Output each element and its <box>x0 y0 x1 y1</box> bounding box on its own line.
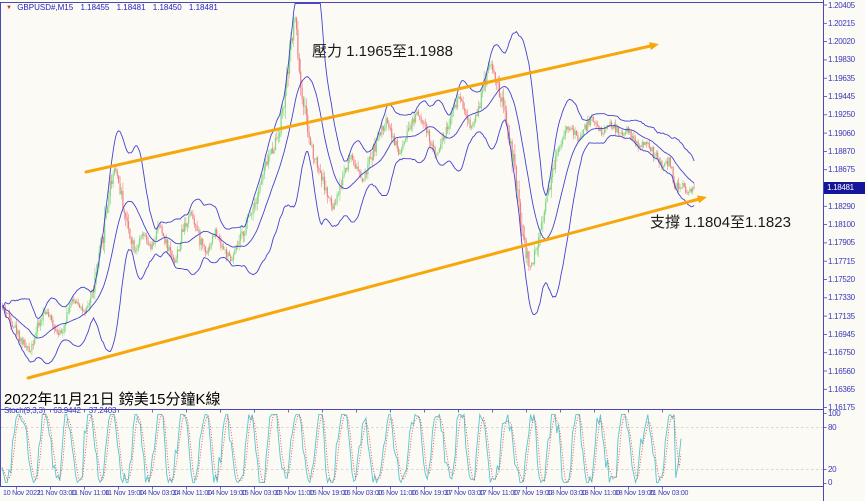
time-tick-label[interactable]: 18 Nov 11:00 <box>581 490 620 497</box>
price-tick-label: 1.18870 <box>828 146 855 156</box>
stoch-scale-label: 80 <box>828 423 837 432</box>
time-tick-label[interactable]: 11 Nov 11:00 <box>71 490 110 497</box>
support-channel-line[interactable] <box>26 195 707 380</box>
time-tick-label[interactable]: 11 Nov 19:00 <box>105 490 144 497</box>
price-tick-label: 1.16365 <box>828 384 855 394</box>
time-tick-label[interactable]: 17 Nov 03:00 <box>445 490 485 497</box>
price-tick-label: 1.16750 <box>828 348 855 358</box>
symbol-bar: ▼ GBPUSD#,M15 1.18455 1.18481 1.18450 1.… <box>6 3 218 12</box>
time-tick-label[interactable]: 16 Nov 11:00 <box>377 490 416 497</box>
bollinger-middle-band <box>2 76 695 339</box>
stoch-scale-label: 0 <box>828 478 833 487</box>
price-tick-label: 1.18100 <box>828 220 855 230</box>
price-tick-label: 1.19830 <box>828 55 855 65</box>
price-tick-label: 1.16560 <box>828 366 855 376</box>
time-tick-label[interactable]: 14 Nov 19:00 <box>207 490 247 497</box>
price-tick-label: 1.17135 <box>828 311 855 321</box>
price-tick-label: 1.18675 <box>828 165 855 175</box>
stoch-k-line <box>1 412 682 485</box>
price-tick-label: 1.19445 <box>828 92 855 101</box>
stoch-scale-label: 100 <box>828 409 841 418</box>
resistance-channel-line[interactable] <box>84 42 659 174</box>
price-tick-label: 1.20215 <box>828 18 855 28</box>
time-tick-label[interactable]: 18 Nov 03:00 <box>547 490 587 497</box>
quote-high: 1.18481 <box>116 3 146 12</box>
stochastic-indicator-label: Stoch(9,3,3) 63.9442 37.2403 <box>4 406 117 415</box>
stoch-d-value: 37.2403 <box>88 406 117 415</box>
time-tick-label[interactable]: 14 Nov 11:00 <box>173 490 212 497</box>
time-tick-label[interactable]: 10 Nov 2022 <box>3 490 41 497</box>
time-tick-label[interactable]: 17 Nov 19:00 <box>513 490 553 497</box>
stoch-scale-label: 20 <box>828 465 837 474</box>
price-tick-label: 1.17330 <box>828 293 855 303</box>
stoch-name: Stoch(9,3,3) <box>4 406 46 415</box>
time-tick-label[interactable]: 18 Nov 19:00 <box>615 490 655 497</box>
quote-low: 1.18450 <box>152 3 182 12</box>
price-tick-label: 1.17715 <box>828 256 855 266</box>
price-tick-label: 1.16175 <box>828 403 855 413</box>
resistance-annotation: 壓力 1.1965至1.1988 <box>312 43 453 60</box>
stoch-k-value: 63.9442 <box>53 406 81 415</box>
symbol-dropdown-icon[interactable]: ▼ <box>6 5 12 11</box>
price-tick-label: 1.20405 <box>828 0 855 10</box>
quote-close: 1.18481 <box>188 3 218 12</box>
time-tick-label[interactable]: 15 Nov 19:00 <box>309 490 349 497</box>
current-price-tag: 1.18481 <box>824 182 865 194</box>
time-tick-label[interactable]: 15 Nov 11:00 <box>275 490 314 497</box>
time-tick-label[interactable]: 11 Nov 03:00 <box>37 490 76 497</box>
time-tick-label[interactable]: 16 Nov 03:00 <box>343 490 383 497</box>
time-tick-label[interactable]: 21 Nov 03:00 <box>649 490 689 497</box>
price-tick-label: 1.20020 <box>828 37 855 47</box>
time-tick-label[interactable]: 16 Nov 19:00 <box>411 490 451 497</box>
symbol-name: GBPUSD#,M15 <box>17 3 74 12</box>
price-tick-label: 1.19635 <box>828 73 855 83</box>
bollinger-upper-band <box>2 3 695 319</box>
stoch-d-line <box>1 413 682 484</box>
quote-open: 1.18455 <box>80 3 110 12</box>
time-tick-label[interactable]: 15 Nov 03:00 <box>241 490 281 497</box>
time-tick-label[interactable]: 17 Nov 11:00 <box>479 490 518 497</box>
candles-layer <box>1 15 695 356</box>
price-tick-label: 1.17905 <box>828 238 855 248</box>
price-tick-label: 1.19060 <box>828 128 855 138</box>
price-tick-label: 1.16945 <box>828 329 855 339</box>
price-tick-label: 1.18290 <box>828 201 855 211</box>
chart-caption: 2022年11月21日 鎊美15分鐘K線 <box>4 391 221 408</box>
price-tick-label: 1.19250 <box>828 110 855 120</box>
support-annotation: 支撐 1.1804至1.1823 <box>650 214 791 231</box>
time-tick-label[interactable]: 14 Nov 03:00 <box>139 490 179 497</box>
price-tick-label: 1.17520 <box>828 275 855 284</box>
bollinger-lower-band <box>2 118 695 365</box>
